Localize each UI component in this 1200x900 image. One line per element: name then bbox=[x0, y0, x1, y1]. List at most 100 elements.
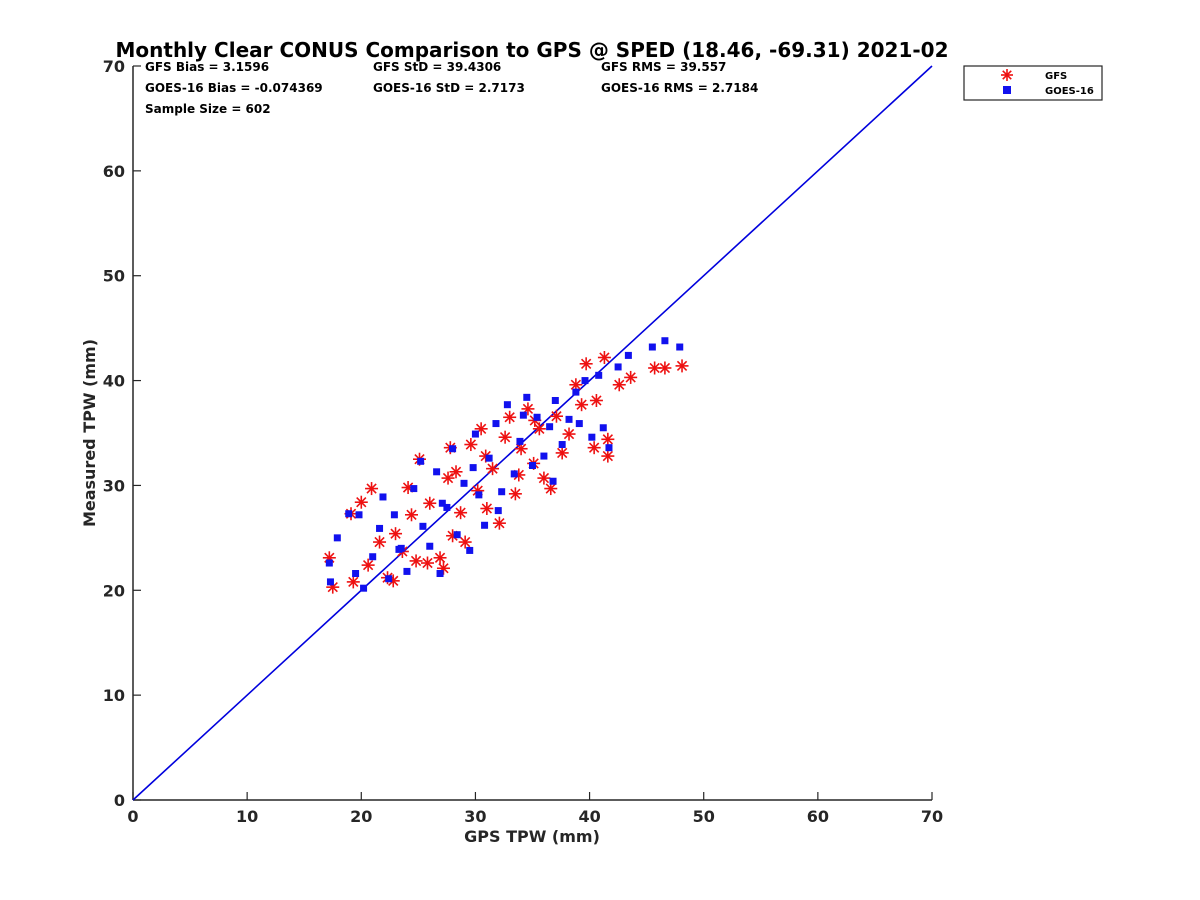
goes16-point bbox=[676, 343, 684, 351]
goes16-point bbox=[661, 337, 669, 345]
gfs-point bbox=[569, 378, 583, 392]
axes bbox=[132, 66, 932, 801]
gfs-point bbox=[575, 398, 589, 412]
reference-line bbox=[132, 65, 933, 801]
goes16-point bbox=[410, 485, 418, 493]
goes16-point bbox=[443, 503, 451, 511]
goes16-point bbox=[417, 457, 425, 465]
y-tick-label: 40 bbox=[103, 372, 125, 391]
legend: GFS GOES-16 bbox=[963, 65, 1103, 101]
y-tick-label: 50 bbox=[103, 267, 125, 286]
x-tick-label: 0 bbox=[127, 807, 138, 826]
stat-gfs-rms: GFS RMS = 39.557 bbox=[601, 60, 726, 74]
gfs-point bbox=[562, 427, 576, 441]
goes16-point bbox=[575, 420, 583, 428]
stat-goes-bias: GOES-16 Bias = -0.074369 bbox=[145, 81, 323, 95]
gfs-point bbox=[624, 370, 638, 384]
goes16-point bbox=[529, 462, 536, 470]
gfs-point bbox=[409, 554, 423, 568]
goes16-point bbox=[376, 524, 384, 532]
goes16-point bbox=[369, 553, 377, 561]
goes16-point bbox=[540, 452, 548, 460]
gfs-point bbox=[492, 516, 506, 530]
gfs-point bbox=[449, 465, 463, 479]
goes16-point bbox=[390, 511, 398, 519]
goes16-point bbox=[572, 388, 580, 396]
x-tick-label: 30 bbox=[464, 807, 486, 826]
goes16-point bbox=[436, 570, 444, 578]
goes16-point bbox=[471, 430, 479, 438]
gfs-point bbox=[597, 351, 611, 365]
goes16-point bbox=[510, 470, 518, 478]
gfs-point bbox=[454, 506, 468, 520]
goes16-point bbox=[565, 415, 573, 423]
gfs-point bbox=[498, 430, 512, 444]
y-tick-label: 70 bbox=[103, 57, 125, 76]
goes16-point bbox=[648, 343, 656, 351]
goes16-point bbox=[469, 464, 477, 472]
stat-gfs-bias: GFS Bias = 3.1596 bbox=[145, 60, 269, 74]
goes16-point bbox=[551, 396, 559, 404]
series-gfs bbox=[322, 351, 689, 594]
gfs-point bbox=[658, 361, 672, 375]
goes16-point bbox=[588, 433, 596, 441]
goes16-point bbox=[419, 522, 427, 530]
stat-gfs-std: GFS StD = 39.4306 bbox=[373, 60, 501, 74]
chart-title: Monthly Clear CONUS Comparison to GPS @ … bbox=[116, 38, 949, 62]
goes16-point bbox=[498, 488, 506, 496]
gfs-point bbox=[405, 508, 419, 522]
goes16-point bbox=[492, 420, 500, 428]
y-axis-label: Measured TPW (mm) bbox=[80, 339, 99, 527]
gfs-point bbox=[423, 496, 437, 510]
gfs-point bbox=[365, 482, 379, 496]
stat-sample-size: Sample Size = 602 bbox=[145, 102, 271, 116]
gfs-point bbox=[544, 482, 558, 496]
y-ticks: 0 10 20 30 40 50 60 70 bbox=[103, 57, 141, 810]
goes16-point bbox=[460, 479, 468, 487]
goes16-point bbox=[516, 437, 524, 445]
goes16-point bbox=[485, 454, 493, 462]
gfs-point bbox=[464, 438, 478, 452]
goes16-point bbox=[426, 542, 434, 550]
legend-gfs-asterisk bbox=[1001, 69, 1013, 81]
legend-box bbox=[963, 65, 1103, 101]
goes16-point bbox=[333, 534, 341, 542]
goes16-point bbox=[549, 477, 557, 485]
goes16-point bbox=[360, 584, 368, 592]
stat-goes-std: GOES-16 StD = 2.7173 bbox=[373, 81, 525, 95]
gfs-point bbox=[433, 551, 447, 565]
goes16-point bbox=[595, 371, 603, 379]
y-tick-label: 10 bbox=[103, 686, 125, 705]
gfs-point bbox=[441, 471, 455, 485]
legend-goes16-marker bbox=[1003, 86, 1011, 94]
goes16-point bbox=[385, 575, 393, 583]
x-axis-label: GPS TPW (mm) bbox=[464, 827, 600, 846]
series-goes16 bbox=[325, 337, 684, 592]
goes16-point bbox=[345, 510, 353, 518]
gfs-point bbox=[601, 449, 615, 463]
goes16-point bbox=[614, 363, 622, 371]
gfs-point bbox=[361, 558, 375, 572]
goes16-point bbox=[533, 413, 541, 421]
goes16-point bbox=[395, 545, 403, 553]
legend-goes16-label: GOES-16 bbox=[1045, 86, 1094, 97]
gfs-point bbox=[373, 535, 387, 549]
goes16-point bbox=[403, 567, 411, 575]
gfs-point bbox=[458, 535, 472, 549]
gfs-point bbox=[486, 462, 500, 476]
goes16-point bbox=[325, 559, 333, 567]
x-tick-label: 60 bbox=[807, 807, 829, 826]
y-tick-label: 20 bbox=[103, 581, 125, 600]
y-tick-label: 0 bbox=[114, 791, 125, 810]
gfs-point bbox=[579, 357, 593, 371]
x-ticks: 0 10 20 30 40 50 60 70 bbox=[127, 792, 943, 826]
gfs-point bbox=[589, 393, 603, 407]
goes16-point bbox=[449, 445, 457, 453]
goes16-point bbox=[558, 441, 566, 449]
goes16-point bbox=[475, 491, 483, 499]
gfs-point bbox=[503, 410, 517, 424]
x-tick-label: 50 bbox=[693, 807, 715, 826]
gfs-point bbox=[587, 441, 601, 455]
goes16-point bbox=[481, 521, 489, 529]
